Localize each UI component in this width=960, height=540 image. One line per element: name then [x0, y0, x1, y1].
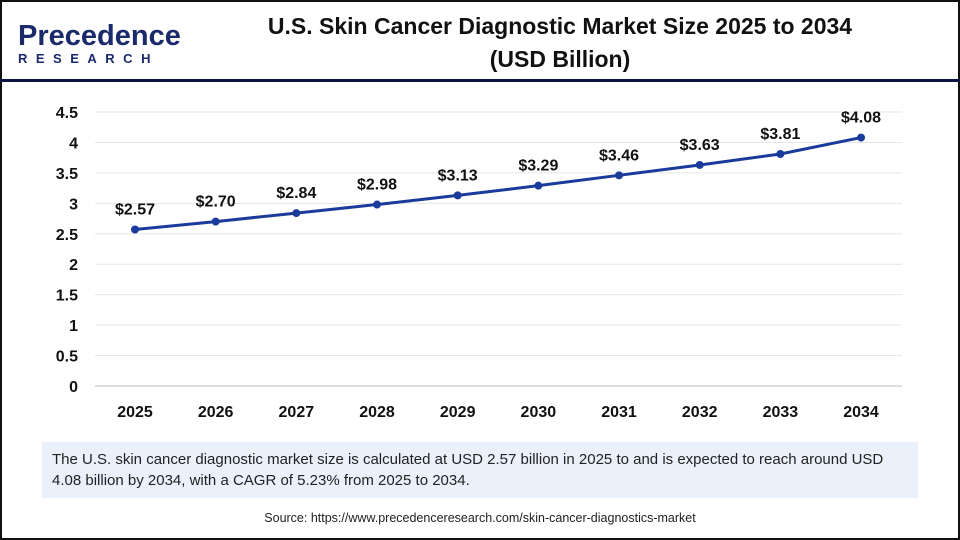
x-tick-label: 2026	[198, 404, 234, 421]
x-tick-label: 2031	[601, 404, 637, 421]
y-tick-label: 0	[69, 379, 78, 396]
x-tick-label: 2032	[682, 404, 718, 421]
data-label: $2.84	[276, 185, 316, 202]
x-tick-label: 2025	[117, 404, 153, 421]
data-point	[776, 150, 785, 159]
y-tick-label: 0.5	[56, 349, 78, 366]
data-label: $3.46	[599, 147, 639, 164]
data-point	[857, 133, 866, 142]
data-point	[292, 209, 301, 218]
logo: Precedence RESEARCH	[18, 20, 181, 67]
data-label: $2.57	[115, 202, 155, 219]
data-label: $4.08	[841, 110, 881, 127]
summary-box: The U.S. skin cancer diagnostic market s…	[42, 442, 918, 498]
y-tick-label: 3	[69, 196, 78, 213]
series-line	[134, 136, 862, 232]
x-tick-label: 2028	[359, 404, 395, 421]
y-tick-label: 2	[69, 257, 78, 274]
x-tick-label: 2029	[440, 404, 476, 421]
data-point	[131, 225, 139, 234]
y-tick-label: 4	[69, 135, 78, 152]
y-tick-label: 4.5	[56, 105, 78, 122]
data-label: $3.29	[518, 158, 558, 175]
data-point	[534, 181, 543, 190]
logo-line1: Precedence	[18, 20, 181, 52]
data-point	[373, 200, 382, 209]
line-chart: 0 0.5 1 1.5 2 2.5 3 3.5 4 4.5 2025 2026 2027 2028 2029…	[56, 105, 902, 421]
data-point	[615, 171, 624, 180]
y-tick-label: 1.5	[56, 288, 78, 305]
data-point	[453, 191, 462, 200]
data-label: $3.63	[680, 137, 720, 154]
logo-line2: RESEARCH	[18, 51, 159, 66]
x-tick-label: 2030	[521, 404, 557, 421]
source-text: Source: https://www.precedenceresearch.c…	[264, 511, 696, 525]
y-tick-label: 1	[69, 318, 78, 335]
y-tick-label: 3.5	[56, 166, 78, 183]
x-tick-label: 2033	[763, 404, 799, 421]
x-tick-label: 2027	[279, 404, 315, 421]
data-point	[211, 217, 220, 226]
data-point	[695, 160, 704, 169]
x-tick-label: 2034	[843, 404, 879, 421]
header-divider	[0, 79, 960, 82]
data-label: $2.98	[357, 177, 397, 194]
data-label: $3.81	[760, 126, 800, 143]
data-label: $3.13	[438, 167, 478, 184]
data-label: $2.70	[196, 194, 236, 211]
y-tick-label: 2.5	[56, 227, 78, 244]
chart-title: U.S. Skin Cancer Diagnostic Market Size …	[267, 13, 853, 72]
